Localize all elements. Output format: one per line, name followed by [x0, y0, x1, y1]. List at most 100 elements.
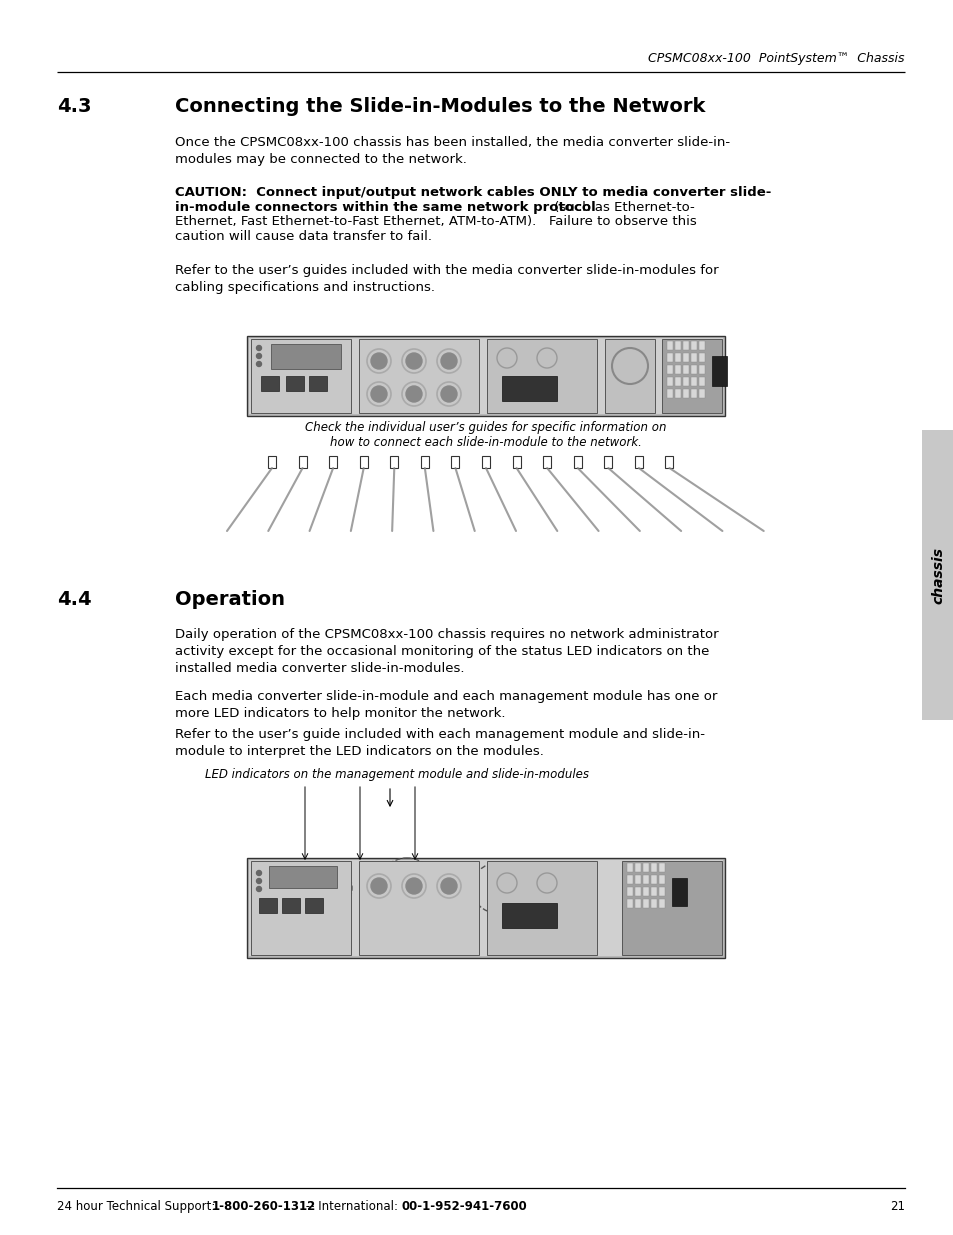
FancyBboxPatch shape	[699, 341, 704, 350]
FancyBboxPatch shape	[699, 389, 704, 398]
FancyBboxPatch shape	[247, 858, 724, 958]
Text: CAUTION:  Connect input/output network cables ONLY to media converter slide-: CAUTION: Connect input/output network ca…	[174, 186, 771, 199]
Circle shape	[256, 878, 261, 883]
FancyBboxPatch shape	[650, 887, 657, 897]
FancyBboxPatch shape	[635, 876, 640, 884]
FancyBboxPatch shape	[251, 338, 351, 412]
FancyBboxPatch shape	[486, 338, 597, 412]
FancyBboxPatch shape	[268, 456, 275, 468]
Text: LED indicators on the management module and slide-in-modules: LED indicators on the management module …	[205, 768, 588, 781]
FancyBboxPatch shape	[642, 863, 648, 872]
FancyBboxPatch shape	[659, 899, 664, 908]
FancyBboxPatch shape	[650, 863, 657, 872]
Circle shape	[256, 871, 261, 876]
Text: Check the individual user’s guides for specific information on: Check the individual user’s guides for s…	[305, 421, 666, 433]
FancyBboxPatch shape	[282, 898, 299, 913]
FancyBboxPatch shape	[650, 876, 657, 884]
Circle shape	[371, 387, 387, 403]
FancyBboxPatch shape	[699, 366, 704, 374]
FancyBboxPatch shape	[420, 456, 429, 468]
Text: Refer to the user’s guide included with each management module and slide-in-
mod: Refer to the user’s guide included with …	[174, 727, 704, 758]
FancyBboxPatch shape	[305, 898, 323, 913]
FancyBboxPatch shape	[690, 341, 697, 350]
FancyBboxPatch shape	[642, 876, 648, 884]
FancyBboxPatch shape	[666, 377, 672, 387]
Text: Connecting the Slide-in-Modules to the Network: Connecting the Slide-in-Modules to the N…	[174, 98, 704, 116]
FancyBboxPatch shape	[690, 389, 697, 398]
FancyBboxPatch shape	[635, 863, 640, 872]
FancyBboxPatch shape	[390, 456, 397, 468]
FancyBboxPatch shape	[481, 456, 490, 468]
Circle shape	[371, 353, 387, 369]
FancyBboxPatch shape	[249, 338, 722, 414]
FancyBboxPatch shape	[501, 903, 557, 927]
FancyBboxPatch shape	[642, 887, 648, 897]
Text: 1-800-260-1312: 1-800-260-1312	[212, 1200, 315, 1213]
FancyBboxPatch shape	[650, 899, 657, 908]
Text: Operation: Operation	[174, 590, 285, 609]
Text: 24 hour Technical Support:: 24 hour Technical Support:	[57, 1200, 223, 1213]
FancyBboxPatch shape	[659, 876, 664, 884]
Text: Daily operation of the CPSMC08xx-100 chassis requires no network administrator
a: Daily operation of the CPSMC08xx-100 cha…	[174, 629, 718, 676]
Text: Each media converter slide-in-module and each management module has one or
more : Each media converter slide-in-module and…	[174, 690, 717, 720]
FancyBboxPatch shape	[690, 377, 697, 387]
FancyBboxPatch shape	[298, 456, 306, 468]
FancyBboxPatch shape	[682, 366, 688, 374]
FancyBboxPatch shape	[659, 863, 664, 872]
Circle shape	[371, 878, 387, 894]
FancyBboxPatch shape	[269, 866, 336, 888]
FancyBboxPatch shape	[286, 375, 304, 391]
Text: 00-1-952-941-7600: 00-1-952-941-7600	[401, 1200, 527, 1213]
FancyBboxPatch shape	[451, 456, 459, 468]
Circle shape	[440, 353, 456, 369]
Text: chassis: chassis	[930, 547, 944, 604]
FancyBboxPatch shape	[690, 353, 697, 362]
Text: Once the CPSMC08xx-100 chassis has been installed, the media converter slide-in-: Once the CPSMC08xx-100 chassis has been …	[174, 136, 729, 165]
FancyBboxPatch shape	[626, 863, 633, 872]
FancyBboxPatch shape	[682, 353, 688, 362]
FancyBboxPatch shape	[921, 430, 953, 720]
FancyBboxPatch shape	[675, 366, 680, 374]
FancyBboxPatch shape	[626, 876, 633, 884]
FancyBboxPatch shape	[661, 338, 721, 412]
FancyBboxPatch shape	[675, 353, 680, 362]
FancyBboxPatch shape	[666, 353, 672, 362]
FancyBboxPatch shape	[626, 887, 633, 897]
FancyBboxPatch shape	[666, 341, 672, 350]
Text: Refer to the user’s guides included with the media converter slide-in-modules fo: Refer to the user’s guides included with…	[174, 264, 718, 294]
FancyBboxPatch shape	[247, 336, 724, 416]
FancyBboxPatch shape	[359, 456, 367, 468]
FancyBboxPatch shape	[671, 878, 686, 906]
Text: Ethernet, Fast Ethernet-to-Fast Ethernet, ATM-to-ATM).   Failure to observe this: Ethernet, Fast Ethernet-to-Fast Ethernet…	[174, 215, 696, 228]
Text: caution will cause data transfer to fail.: caution will cause data transfer to fail…	[174, 230, 432, 242]
Text: how to connect each slide-in-module to the network.: how to connect each slide-in-module to t…	[330, 436, 641, 450]
FancyBboxPatch shape	[542, 456, 551, 468]
FancyBboxPatch shape	[682, 389, 688, 398]
Circle shape	[256, 346, 261, 351]
Circle shape	[256, 353, 261, 358]
Text: CPSMC08xx-100  PointSystem™  Chassis: CPSMC08xx-100 PointSystem™ Chassis	[648, 52, 904, 65]
FancyBboxPatch shape	[665, 456, 673, 468]
FancyBboxPatch shape	[635, 899, 640, 908]
FancyBboxPatch shape	[603, 456, 612, 468]
Circle shape	[440, 387, 456, 403]
Circle shape	[406, 387, 421, 403]
FancyBboxPatch shape	[512, 456, 520, 468]
FancyBboxPatch shape	[251, 861, 351, 955]
Text: 4.4: 4.4	[57, 590, 91, 609]
FancyBboxPatch shape	[699, 353, 704, 362]
Circle shape	[406, 878, 421, 894]
Text: -- International:: -- International:	[302, 1200, 401, 1213]
FancyBboxPatch shape	[666, 389, 672, 398]
FancyBboxPatch shape	[486, 861, 597, 955]
Text: 21: 21	[889, 1200, 904, 1213]
FancyBboxPatch shape	[358, 861, 478, 955]
FancyBboxPatch shape	[573, 456, 581, 468]
Circle shape	[256, 887, 261, 892]
FancyBboxPatch shape	[249, 860, 722, 956]
FancyBboxPatch shape	[634, 456, 642, 468]
FancyBboxPatch shape	[666, 366, 672, 374]
FancyBboxPatch shape	[675, 389, 680, 398]
FancyBboxPatch shape	[699, 377, 704, 387]
FancyBboxPatch shape	[626, 899, 633, 908]
